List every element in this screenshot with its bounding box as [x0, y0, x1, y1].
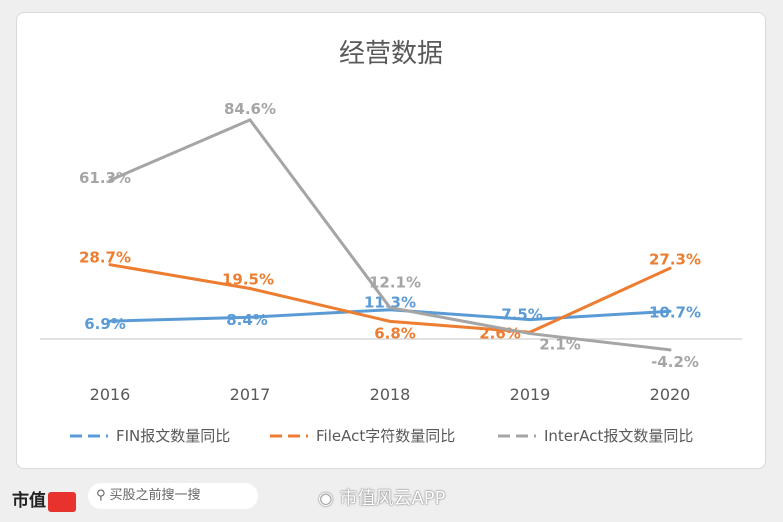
x-tick-label: 2019 [510, 385, 551, 404]
x-tick-label: 2018 [370, 385, 411, 404]
data-point [248, 286, 252, 290]
footer: 市值 ⚲ 买股之前搜一搜 ◉ 市值风云APP [0, 470, 783, 522]
legend-label: FileAct字符数量同比 [316, 427, 455, 445]
data-point [528, 332, 532, 336]
search-icon: ⚲ [96, 488, 106, 503]
data-point [248, 118, 252, 122]
data-label: 84.6% [224, 100, 276, 118]
search-placeholder: 买股之前搜一搜 [109, 488, 201, 503]
data-point [528, 318, 532, 322]
data-point [388, 319, 392, 323]
data-point [248, 315, 252, 319]
data-label: 19.5% [222, 270, 274, 288]
data-point [108, 178, 112, 182]
weibo-watermark: ◉ 市值风云APP [318, 484, 445, 510]
data-point [668, 309, 672, 313]
legend-label: InterAct报文数量同比 [544, 427, 693, 445]
brand-logo-mark [48, 491, 76, 512]
data-label: 6.8% [374, 324, 416, 342]
data-label: 27.3% [649, 250, 701, 268]
brand-text: 市值 [12, 491, 46, 511]
legend-label: FIN报文数量同比 [116, 427, 230, 445]
data-point [668, 266, 672, 270]
data-point [668, 348, 672, 352]
weibo-text: 市值风云APP [339, 488, 446, 509]
search-box[interactable]: ⚲ 买股之前搜一搜 [88, 483, 258, 509]
data-label: 7.5% [501, 306, 543, 324]
x-tick-label: 2016 [90, 385, 131, 404]
data-point [108, 319, 112, 323]
data-label: 8.4% [226, 311, 268, 329]
data-label: 6.9% [84, 315, 126, 333]
data-point [388, 306, 392, 310]
data-point [108, 263, 112, 267]
data-label: 28.7% [79, 249, 131, 267]
chart-card [16, 12, 766, 469]
x-tick-label: 2017 [230, 385, 271, 404]
data-label: 11.3% [364, 294, 416, 312]
data-label: 61.3% [79, 169, 131, 187]
data-label: -4.2% [651, 353, 699, 371]
data-label: 12.1% [369, 274, 421, 292]
x-tick-label: 2020 [650, 385, 691, 404]
brand-logo: 市值 [12, 486, 76, 512]
chart-title: 经营数据 [339, 39, 443, 69]
data-label: 2.1% [539, 336, 581, 354]
data-label: 10.7% [649, 303, 701, 321]
weibo-icon: ◉ [318, 488, 334, 509]
line-chart: 经营数据 2016 2017 2018 2019 2020 6.9% 8.4% 11.3% 7.5… [40, 39, 742, 445]
